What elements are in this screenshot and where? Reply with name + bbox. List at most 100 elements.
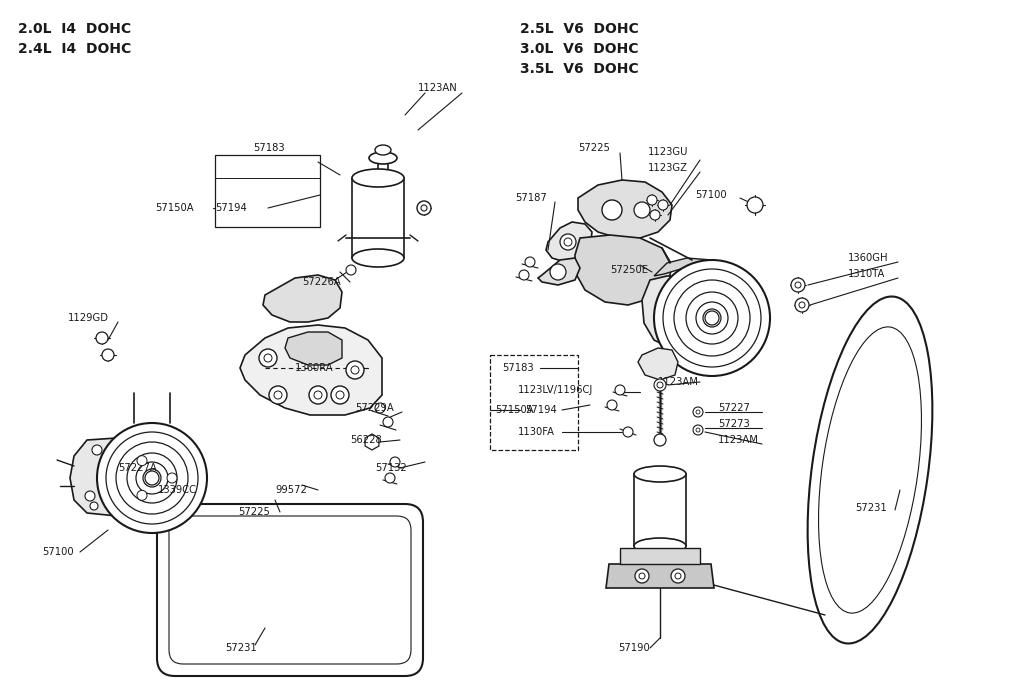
Polygon shape — [575, 235, 672, 305]
Circle shape — [331, 386, 349, 404]
Text: 57132: 57132 — [375, 463, 407, 473]
Polygon shape — [620, 548, 700, 564]
Ellipse shape — [634, 538, 686, 554]
Ellipse shape — [352, 249, 404, 267]
Text: 2.0L  I4  DOHC: 2.0L I4 DOHC — [18, 22, 131, 36]
Circle shape — [795, 282, 801, 288]
Circle shape — [525, 257, 535, 267]
Circle shape — [519, 270, 529, 280]
Text: 1129GD: 1129GD — [68, 313, 109, 323]
Circle shape — [390, 457, 400, 467]
Bar — [490, 355, 578, 450]
Text: 1360GH: 1360GH — [848, 253, 889, 263]
Circle shape — [795, 298, 809, 312]
Circle shape — [654, 379, 666, 391]
Circle shape — [351, 366, 359, 374]
Ellipse shape — [634, 466, 686, 482]
Circle shape — [696, 428, 700, 432]
Circle shape — [564, 238, 572, 246]
Text: 57150A: 57150A — [155, 203, 194, 213]
Text: 1123LV/1196CJ: 1123LV/1196CJ — [518, 385, 593, 395]
Circle shape — [654, 434, 666, 446]
Circle shape — [799, 302, 805, 308]
Text: 1123GZ: 1123GZ — [648, 163, 688, 173]
Circle shape — [92, 445, 102, 455]
Text: 1123GU: 1123GU — [648, 147, 688, 157]
Circle shape — [650, 210, 660, 220]
Circle shape — [647, 195, 657, 205]
Circle shape — [607, 400, 617, 410]
Polygon shape — [578, 180, 672, 238]
Circle shape — [145, 471, 159, 485]
Circle shape — [675, 573, 681, 579]
Polygon shape — [70, 438, 117, 516]
Circle shape — [85, 491, 95, 501]
Polygon shape — [240, 325, 382, 415]
Circle shape — [635, 569, 649, 583]
Polygon shape — [638, 348, 678, 380]
FancyBboxPatch shape — [157, 504, 423, 676]
Text: 3.5L  V6  DOHC: 3.5L V6 DOHC — [520, 62, 639, 76]
Ellipse shape — [369, 152, 397, 164]
Circle shape — [336, 391, 344, 399]
Circle shape — [264, 354, 272, 362]
Circle shape — [623, 427, 633, 437]
Text: 1339CC: 1339CC — [158, 485, 197, 495]
Circle shape — [657, 382, 663, 388]
Circle shape — [346, 265, 356, 275]
Circle shape — [269, 386, 287, 404]
Circle shape — [602, 200, 622, 220]
Text: 1123AM: 1123AM — [718, 435, 759, 445]
Circle shape — [693, 407, 703, 417]
Circle shape — [615, 385, 625, 395]
Circle shape — [346, 361, 364, 379]
Circle shape — [385, 473, 395, 483]
Text: 1123AM: 1123AM — [658, 377, 698, 387]
Circle shape — [274, 391, 282, 399]
Polygon shape — [642, 276, 670, 348]
Text: 57225: 57225 — [238, 507, 270, 517]
Text: 57187: 57187 — [515, 193, 547, 203]
Circle shape — [658, 200, 668, 210]
Text: 57194: 57194 — [215, 203, 247, 213]
Text: 57250E: 57250E — [610, 265, 648, 275]
Circle shape — [375, 403, 385, 413]
Text: 57231: 57231 — [225, 643, 257, 653]
Polygon shape — [263, 275, 342, 322]
Polygon shape — [285, 332, 342, 365]
Text: 57183: 57183 — [502, 363, 534, 373]
Text: 57194: 57194 — [525, 405, 557, 415]
Text: 57100: 57100 — [695, 190, 727, 200]
Text: 2.5L  V6  DOHC: 2.5L V6 DOHC — [520, 22, 639, 36]
Circle shape — [96, 332, 108, 344]
Circle shape — [314, 391, 322, 399]
Circle shape — [560, 234, 575, 250]
Circle shape — [550, 264, 566, 280]
Circle shape — [791, 278, 805, 292]
Circle shape — [696, 410, 700, 414]
Circle shape — [746, 197, 763, 213]
Circle shape — [634, 202, 650, 218]
Text: 57229A: 57229A — [355, 403, 394, 413]
Text: 57100: 57100 — [42, 547, 74, 557]
Polygon shape — [654, 258, 730, 290]
Text: 1310TA: 1310TA — [848, 269, 886, 279]
Text: 3.0L  V6  DOHC: 3.0L V6 DOHC — [520, 42, 639, 56]
Circle shape — [654, 260, 770, 376]
Circle shape — [97, 423, 207, 533]
Text: 57227: 57227 — [718, 403, 750, 413]
Circle shape — [102, 349, 114, 361]
Circle shape — [705, 311, 719, 325]
Text: 1360RA: 1360RA — [295, 363, 334, 373]
Text: 57150A: 57150A — [495, 405, 534, 415]
Text: 1130FA: 1130FA — [518, 427, 555, 437]
Circle shape — [671, 569, 685, 583]
Circle shape — [137, 456, 147, 466]
Polygon shape — [546, 222, 592, 262]
Text: 99572: 99572 — [275, 485, 307, 495]
Text: 57225: 57225 — [578, 143, 610, 153]
Circle shape — [90, 502, 98, 510]
Text: 57226A: 57226A — [302, 277, 341, 287]
Circle shape — [417, 201, 431, 215]
Polygon shape — [538, 258, 580, 285]
